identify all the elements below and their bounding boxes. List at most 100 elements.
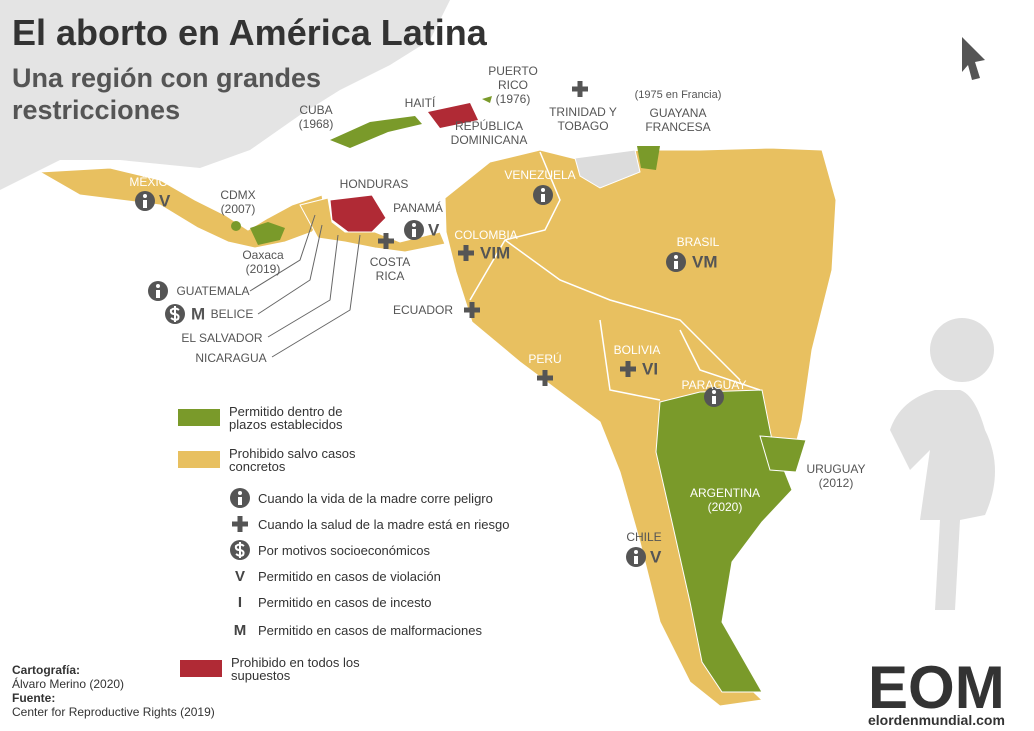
french-guiana <box>637 146 660 170</box>
hispaniola <box>428 103 478 128</box>
country-label: VENEZUELA <box>504 168 576 182</box>
mexico <box>38 167 326 249</box>
legend-icon: M <box>234 622 247 639</box>
country-label: TRINIDAD Y TOBAGO <box>549 105 617 133</box>
honduras <box>329 194 387 233</box>
uruguay <box>759 435 807 473</box>
code: V <box>428 220 440 239</box>
cdmx <box>231 221 241 231</box>
country-label: EL SALVADOR <box>181 331 263 345</box>
country-label: GUAYANA FRANCESA <box>645 106 711 134</box>
country-label: COSTA RICA <box>369 255 411 283</box>
central-america <box>299 197 446 253</box>
leader-nicaragua <box>271 234 361 358</box>
country-label: CHILE <box>626 530 662 544</box>
code: V <box>159 191 171 210</box>
legend-label: Prohibido salvo casos concretos <box>229 446 356 474</box>
credit-text: Center for Reproductive Rights (2019) <box>12 705 215 719</box>
legend-label: Permitido en casos de malformaciones <box>258 623 482 638</box>
leader-guatemala <box>249 214 316 292</box>
country-label: BRASIL <box>676 235 720 249</box>
icon-life <box>148 281 168 301</box>
legend-icon <box>229 539 251 561</box>
legend-icon <box>230 488 250 508</box>
legend-icon <box>232 516 248 532</box>
name: ARGENTINA <box>689 486 761 500</box>
country-label: BELICE <box>210 307 254 321</box>
credit-heading: Fuente: <box>12 691 56 705</box>
legend-swatch <box>178 451 220 468</box>
note: (2019) <box>245 262 281 276</box>
oaxaca <box>250 222 285 245</box>
icon-health <box>572 81 588 97</box>
cuba <box>330 116 422 148</box>
country-label: ECUADOR <box>392 303 454 317</box>
name: CDMX <box>220 188 256 202</box>
country-label: PUERTO RICO (1976) <box>483 64 543 106</box>
note: (2020) <box>707 500 743 514</box>
country-label: ARGENTINA (2020) <box>690 486 760 514</box>
name: PUERTO RICO <box>488 64 538 92</box>
country-label: CUBA (1968) <box>299 103 334 131</box>
code: V <box>650 547 662 566</box>
name: URUGUAY <box>806 462 866 476</box>
legend-icon: V <box>235 568 245 585</box>
legend-label: Permitido en casos de incesto <box>258 595 432 610</box>
subtitle: Una región con grandes restricciones <box>12 63 322 125</box>
country-label: BOLIVIA <box>613 343 661 357</box>
legend-swatch <box>180 660 222 677</box>
place-label: Oaxaca (2019) <box>242 248 283 276</box>
country-label: HONDURAS <box>339 177 409 191</box>
puerto-rico <box>482 96 492 103</box>
leader-el-salvador <box>267 234 339 338</box>
country-label: HAITÍ <box>404 96 436 110</box>
silhouette-head <box>930 318 994 382</box>
icon-life <box>666 252 686 272</box>
legend-label: Permitido en casos de violación <box>258 569 441 584</box>
legend-label: Permitido dentro de plazos establecidos <box>229 404 343 432</box>
place-label: CDMX (2007) <box>220 188 255 216</box>
country-label: PERÚ <box>528 352 562 366</box>
credit-text: Álvaro Merino (2020) <box>12 677 125 691</box>
code: M <box>191 304 205 323</box>
country-label: PARAGUAY <box>681 378 747 392</box>
country-label: NICARAGUA <box>195 351 267 365</box>
legend-label: Por motivos socioeconómicos <box>258 543 430 558</box>
note: (2012) <box>818 476 854 490</box>
name: Oaxaca <box>242 248 284 262</box>
icon-socioeconomic <box>164 303 186 325</box>
code: VM <box>692 252 718 271</box>
note: (1976) <box>495 92 531 106</box>
country-label: PANAMÁ <box>393 201 443 215</box>
code: VI <box>642 359 658 378</box>
title: El aborto en América Latina <box>12 12 487 53</box>
borders <box>469 151 761 401</box>
name: CUBA <box>299 103 333 117</box>
note-label: (1975 en Francia) <box>634 89 722 101</box>
logo-mark: EOM <box>868 654 1005 721</box>
north-arrow <box>962 37 985 80</box>
note: (2007) <box>220 202 256 216</box>
logo-url: elordenmundial.com <box>868 712 1005 728</box>
country-label: REPÚBLICA DOMINICANA <box>450 119 528 147</box>
icon-life <box>135 191 155 211</box>
legend-icon: I <box>238 594 242 611</box>
country-label: GUATEMALA <box>176 284 250 298</box>
note: (1968) <box>298 117 334 131</box>
argentina <box>655 389 793 693</box>
legend-label: Cuando la salud de la madre está en ries… <box>258 517 510 532</box>
credits: Cartografía: Álvaro Merino (2020) Fuente… <box>12 663 215 719</box>
north-america-land <box>0 0 450 190</box>
legend-label: Cuando la vida de la madre corre peligro <box>258 491 493 506</box>
legend-label: Prohibido en todos los supuestos <box>231 655 360 683</box>
code: VIM <box>480 243 510 262</box>
country-label: URUGUAY (2012) <box>806 462 865 490</box>
country-label: MÉXICO <box>129 175 177 189</box>
legend-swatch <box>178 409 220 426</box>
leader-belice <box>257 224 323 315</box>
icon-life <box>626 547 646 567</box>
silhouette-body <box>890 390 995 610</box>
guyana-suriname <box>574 149 641 189</box>
